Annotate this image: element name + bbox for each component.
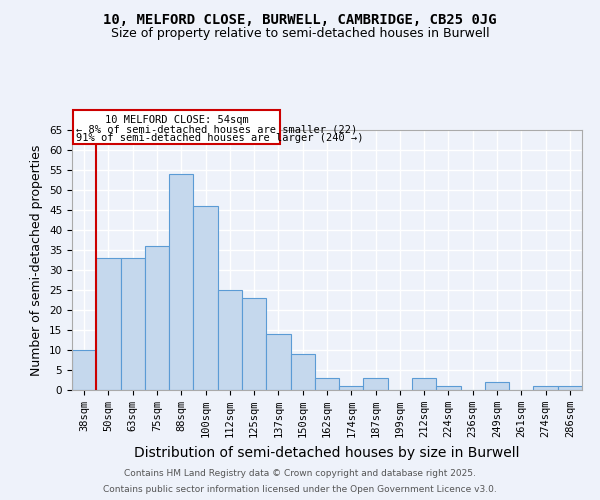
Bar — [290, 354, 315, 390]
Bar — [121, 258, 145, 390]
Text: ← 8% of semi-detached houses are smaller (22): ← 8% of semi-detached houses are smaller… — [76, 124, 357, 134]
Bar — [218, 290, 242, 390]
Bar — [145, 246, 169, 390]
Text: 10 MELFORD CLOSE: 54sqm: 10 MELFORD CLOSE: 54sqm — [104, 115, 248, 125]
Bar — [533, 386, 558, 390]
Bar — [96, 258, 121, 390]
Bar — [412, 378, 436, 390]
Text: 91% of semi-detached houses are larger (240 →): 91% of semi-detached houses are larger (… — [76, 133, 363, 143]
FancyBboxPatch shape — [73, 110, 280, 144]
Text: 10, MELFORD CLOSE, BURWELL, CAMBRIDGE, CB25 0JG: 10, MELFORD CLOSE, BURWELL, CAMBRIDGE, C… — [103, 12, 497, 26]
Bar — [315, 378, 339, 390]
Text: Contains public sector information licensed under the Open Government Licence v3: Contains public sector information licen… — [103, 485, 497, 494]
Bar — [558, 386, 582, 390]
Bar — [193, 206, 218, 390]
Bar — [485, 382, 509, 390]
Y-axis label: Number of semi-detached properties: Number of semi-detached properties — [31, 144, 43, 376]
Bar — [364, 378, 388, 390]
Bar — [242, 298, 266, 390]
Text: Contains HM Land Registry data © Crown copyright and database right 2025.: Contains HM Land Registry data © Crown c… — [124, 468, 476, 477]
Text: Size of property relative to semi-detached houses in Burwell: Size of property relative to semi-detach… — [110, 28, 490, 40]
Bar — [169, 174, 193, 390]
Bar — [436, 386, 461, 390]
Bar — [266, 334, 290, 390]
Bar — [72, 350, 96, 390]
X-axis label: Distribution of semi-detached houses by size in Burwell: Distribution of semi-detached houses by … — [134, 446, 520, 460]
Bar — [339, 386, 364, 390]
